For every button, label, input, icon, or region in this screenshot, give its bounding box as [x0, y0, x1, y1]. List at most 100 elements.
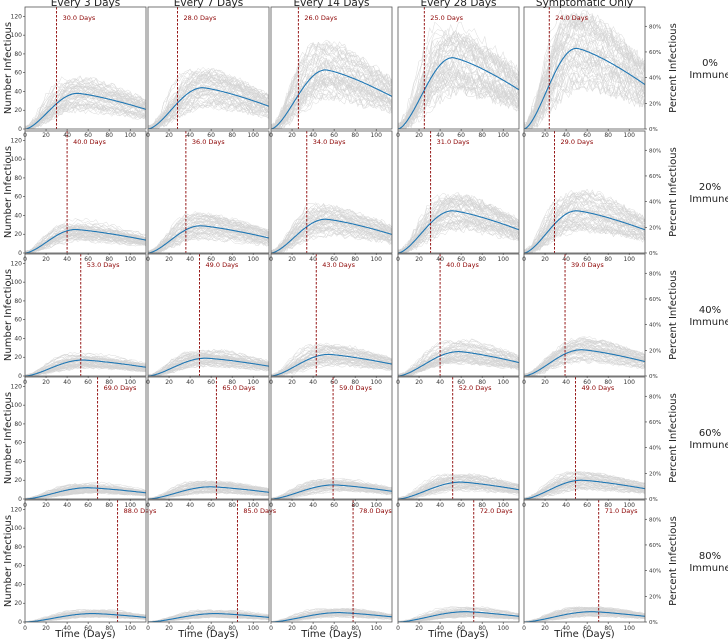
x-tick-label: 20: [415, 132, 423, 139]
mean-curve: [398, 481, 519, 499]
simulation-trace: [398, 29, 519, 129]
simulation-trace: [398, 218, 519, 253]
right-tick-label: 40%: [649, 446, 661, 452]
x-tick-label: 100: [124, 256, 136, 263]
simulation-trace: [148, 361, 269, 376]
right-tick-label: 20%: [649, 225, 661, 231]
day-marker-label: 49.0 Days: [582, 384, 615, 392]
x-tick-label: 100: [370, 502, 382, 509]
simulation-trace: [25, 234, 146, 253]
x-tick-label: 60: [457, 502, 465, 509]
day-marker-label: 39.0 Days: [571, 261, 604, 269]
x-tick-label: 80: [478, 132, 486, 139]
simulation-trace: [271, 225, 392, 253]
panel-frame: [397, 130, 520, 254]
column-title: Every 14 Days: [293, 0, 369, 9]
x-tick-label: 20: [165, 132, 173, 139]
simulation-trace: [524, 611, 645, 622]
x-tick-label: 40: [63, 256, 71, 263]
x-tick-label: 40: [186, 256, 194, 263]
simulation-trace: [271, 203, 392, 253]
x-tick-label: 100: [247, 132, 259, 139]
row-label-pct: 80%: [699, 551, 721, 562]
simulation-trace: [148, 490, 269, 499]
panel-plot-area: [148, 480, 269, 499]
simulation-trace: [398, 487, 519, 499]
simulation-trace: [271, 358, 392, 376]
y-tick-label: 120: [11, 260, 23, 267]
x-tick-label: 100: [497, 502, 509, 509]
right-tick-label: 80%: [649, 148, 661, 154]
x-tick-label: 40: [562, 379, 570, 386]
y-tick-label: 20: [14, 600, 22, 607]
x-tick-label: 60: [330, 379, 338, 386]
x-tick-label: 60: [207, 256, 215, 263]
x-tick-label: 40: [436, 502, 444, 509]
row-label-pct: 40%: [699, 305, 721, 316]
simulation-trace: [148, 69, 269, 129]
x-tick-label: 0: [522, 625, 526, 632]
day-marker-label: 52.0 Days: [459, 384, 492, 392]
x-tick-label: 20: [42, 256, 50, 263]
mean-curve: [398, 351, 519, 376]
simulation-trace: [398, 476, 519, 499]
x-tick-label: 60: [207, 625, 215, 632]
x-tick-label: 20: [541, 132, 549, 139]
x-tick-label: 20: [288, 132, 296, 139]
simulation-trace: [524, 611, 645, 622]
simulation-trace: [25, 97, 146, 129]
simulation-trace: [398, 488, 519, 499]
right-tick-label: 60%: [649, 297, 661, 303]
simulation-trace: [271, 85, 392, 129]
simulation-trace: [25, 236, 146, 253]
panel-r4-c0: 88.0 Days 0 20 40 60 80 100 120 0 20 40 60 80 100: [11, 499, 157, 632]
simulation-trace: [148, 229, 269, 253]
right-tick-label: 40%: [649, 200, 661, 206]
simulation-trace: [25, 80, 146, 129]
right-tick-label: 60%: [649, 174, 661, 180]
day-marker-label: 69.0 Days: [104, 384, 137, 392]
x-tick-label: 20: [541, 379, 549, 386]
simulation-trace: [271, 346, 392, 376]
x-tick-label: 20: [415, 502, 423, 509]
x-tick-label: 100: [623, 132, 635, 139]
panel-plot-area: [25, 352, 146, 376]
y-tick-label: 20: [14, 231, 22, 238]
x-tick-label: 100: [370, 132, 382, 139]
x-tick-label: 80: [105, 625, 113, 632]
simulation-trace: [398, 359, 519, 376]
y-tick-label: 120: [11, 506, 23, 513]
x-tick-label: 60: [207, 502, 215, 509]
simulation-trace: [25, 81, 146, 129]
x-tick-label: 40: [562, 625, 570, 632]
y-tick-label: 120: [11, 13, 23, 20]
panel-frame: [523, 253, 646, 377]
simulation-trace: [398, 208, 519, 253]
y-tick-label: 120: [11, 137, 23, 144]
simulation-trace: [271, 205, 392, 253]
panel-frame: [270, 499, 393, 623]
simulation-trace: [271, 39, 392, 129]
y-tick-label: 40: [14, 88, 22, 95]
x-tick-label: 80: [604, 625, 612, 632]
day-marker-label: 26.0 Days: [304, 14, 337, 22]
row-label-pct: 60%: [699, 428, 721, 439]
simulation-trace: [524, 43, 645, 129]
simulation-trace: [524, 193, 645, 253]
simulation-trace: [148, 97, 269, 129]
simulation-trace: [398, 485, 519, 499]
mean-curve: [524, 611, 645, 622]
x-tick-label: 40: [562, 256, 570, 263]
simulation-trace: [524, 22, 645, 127]
y-tick-label: 60: [14, 194, 22, 201]
x-tick-label: 40: [436, 625, 444, 632]
row-label-immune: Immune: [689, 70, 728, 81]
simulation-trace: [524, 78, 645, 129]
x-axis-label: Time (Days): [300, 629, 362, 640]
